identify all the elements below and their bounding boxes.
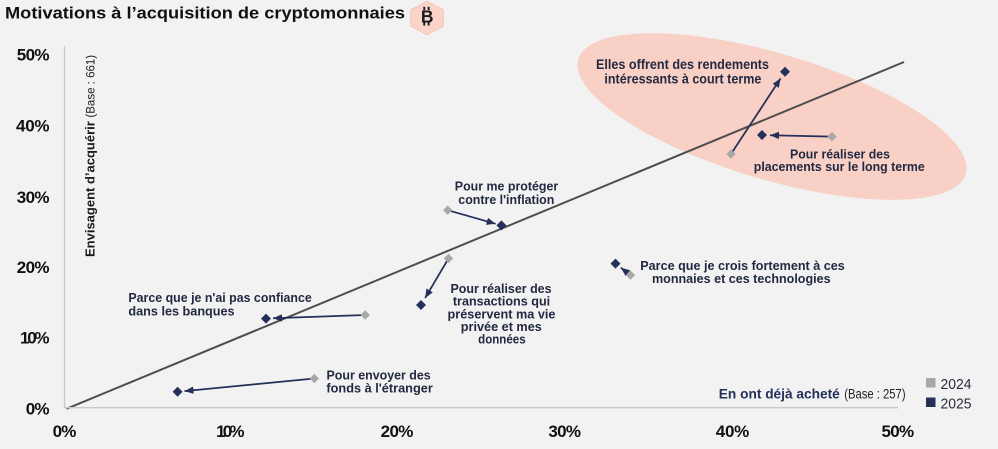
- svg-text:monnaies et ces technologies: monnaies et ces technologies: [652, 271, 831, 286]
- svg-text:10%: 10%: [216, 422, 244, 441]
- svg-text:0%: 0%: [53, 422, 77, 441]
- svg-text:20%: 20%: [17, 258, 50, 277]
- svg-text:fonds à l'étranger: fonds à l'étranger: [326, 380, 432, 395]
- svg-text:contre l'inflation: contre l'inflation: [458, 192, 554, 207]
- svg-text:Pour réaliser des: Pour réaliser des: [450, 281, 551, 296]
- svg-text:dans les banques: dans les banques: [128, 304, 234, 319]
- svg-text:Parce que je n'ai pas confianc: Parce que je n'ai pas confiance: [128, 290, 311, 305]
- svg-text:En ont déjà acheté: En ont déjà acheté: [719, 386, 840, 401]
- svg-text:préservent ma vie: préservent ma vie: [448, 306, 556, 321]
- svg-text:0%: 0%: [26, 400, 50, 419]
- svg-text:20%: 20%: [381, 422, 414, 441]
- svg-text:2025: 2025: [941, 396, 972, 412]
- svg-text:40%: 40%: [16, 116, 50, 135]
- svg-text:Pour réaliser des: Pour réaliser des: [790, 147, 890, 162]
- svg-text:2024: 2024: [941, 377, 972, 393]
- svg-text:50%: 50%: [17, 46, 50, 65]
- svg-text:Envisagent d’acquérir (Base :: Envisagent d’acquérir (Base : 661): [82, 55, 97, 257]
- svg-text:données: données: [478, 332, 526, 347]
- svg-text:Pour envoyer des: Pour envoyer des: [327, 367, 431, 382]
- svg-text:(Base : 257): (Base : 257): [844, 386, 905, 401]
- svg-text:Parce que je crois fortement à: Parce que je crois fortement à ces: [640, 258, 845, 273]
- svg-text:transactions qui: transactions qui: [453, 294, 550, 309]
- svg-text:B: B: [421, 6, 434, 26]
- svg-text:30%: 30%: [548, 422, 581, 441]
- svg-text:placements sur le long terme: placements sur le long terme: [754, 159, 925, 174]
- svg-text:privée et mes: privée et mes: [461, 319, 542, 334]
- svg-text:30%: 30%: [17, 188, 50, 207]
- svg-text:Pour me protéger: Pour me protéger: [455, 179, 558, 194]
- svg-text:intéressants à court terme: intéressants à court terme: [604, 71, 761, 86]
- svg-text:10%: 10%: [20, 329, 50, 348]
- svg-text:Motivations à l’acquisition de: Motivations à l’acquisition de cryptomon…: [5, 3, 405, 22]
- svg-text:Elles offrent des rendements: Elles offrent des rendements: [596, 57, 769, 72]
- svg-text:40%: 40%: [716, 422, 750, 441]
- svg-text:50%: 50%: [881, 422, 914, 441]
